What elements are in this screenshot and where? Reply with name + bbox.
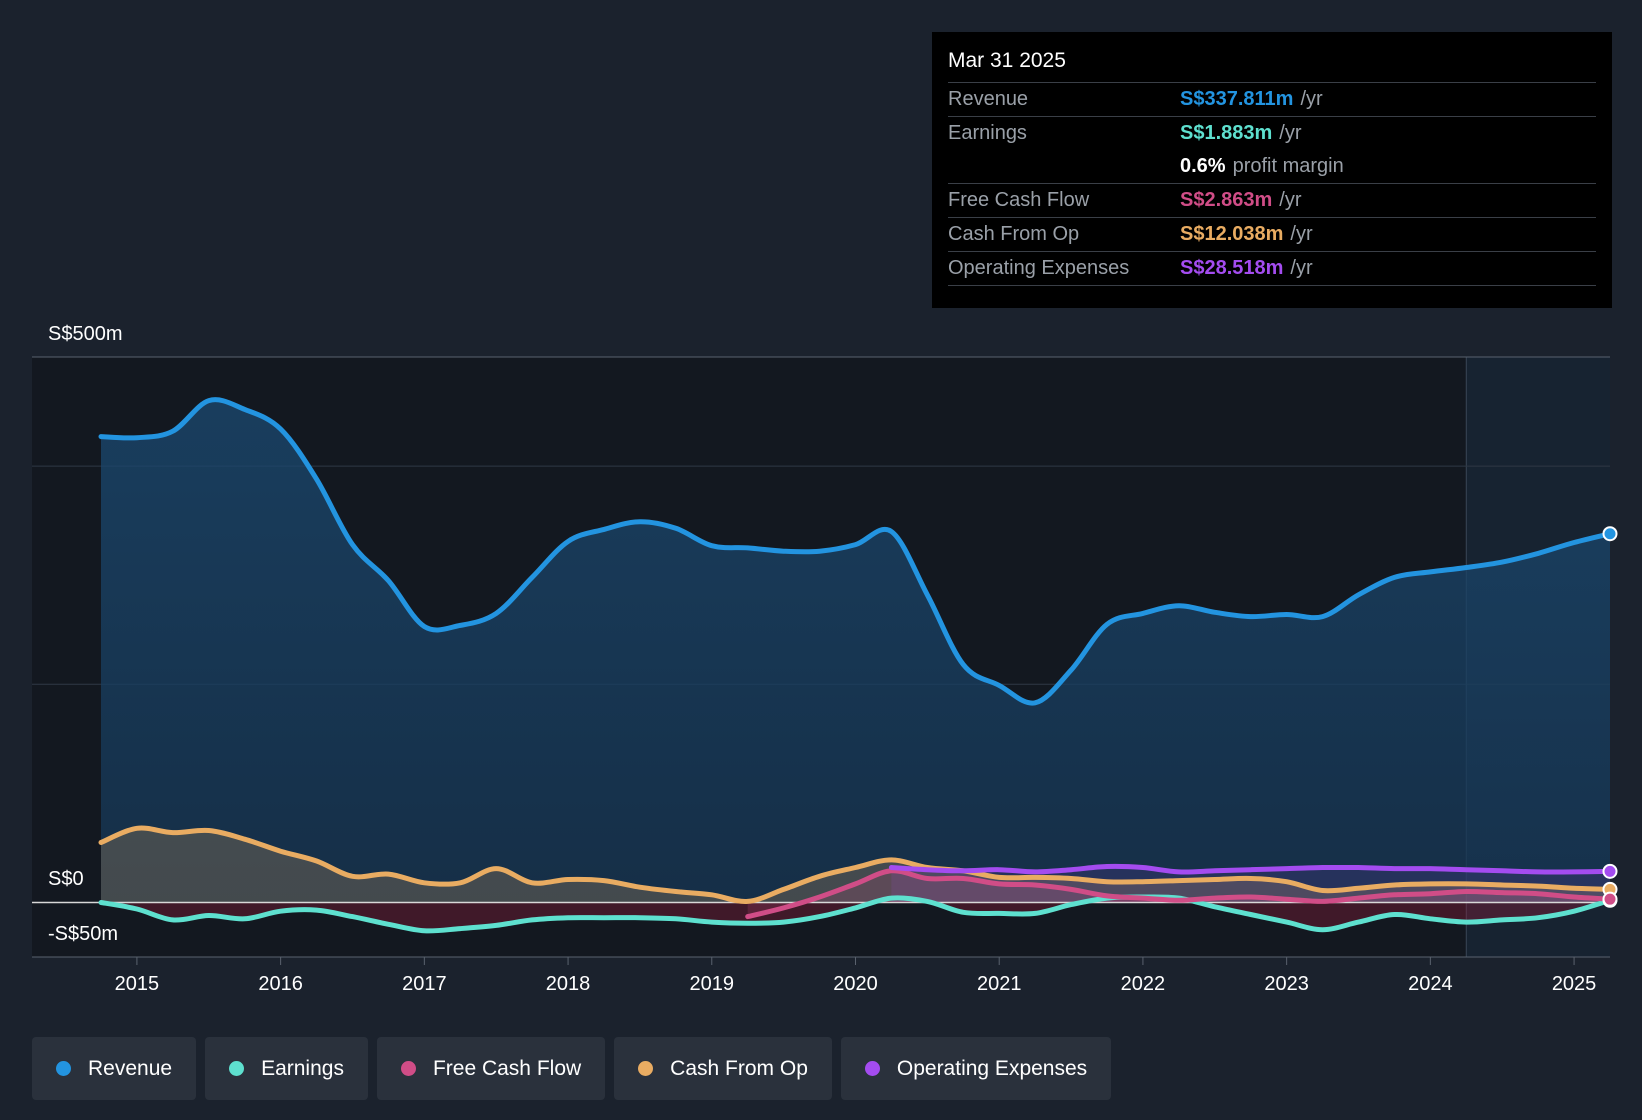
- legend-label: Earnings: [261, 1056, 344, 1080]
- tooltip-value: S$2.863m: [1180, 189, 1273, 211]
- x-tick-label: 2019: [690, 973, 735, 995]
- tooltip-row-earnings: Earnings S$1.883m /yr: [948, 116, 1596, 150]
- line-cash-from-op: [98, 825, 1613, 904]
- tooltip-unit: /yr: [1279, 189, 1302, 211]
- x-tick-label: 2023: [1264, 973, 1309, 995]
- line-earnings: [98, 894, 1613, 934]
- end-dot-free-cash-flow: [1602, 891, 1618, 907]
- series-lines: [98, 397, 1613, 934]
- legend-label: Cash From Op: [670, 1056, 808, 1080]
- area-cash-from-op: [101, 827, 1610, 903]
- tooltip-value: 0.6%: [1180, 155, 1226, 177]
- tooltip-row-revenue: Revenue S$337.811m /yr: [948, 82, 1596, 116]
- tooltip-label: Revenue: [948, 88, 1029, 110]
- tooltip-panel: Mar 31 2025 Revenue S$337.811m /yr Earni…: [932, 32, 1612, 308]
- x-tick-label: 2021: [977, 973, 1022, 995]
- x-tick-label: 2020: [833, 973, 878, 995]
- tooltip-row-profit-margin: 0.6% profit margin: [948, 150, 1596, 183]
- end-dot-operating-expenses: [1602, 863, 1618, 879]
- x-tick-label: 2024: [1408, 973, 1453, 995]
- tooltip-unit: /yr: [1290, 257, 1313, 279]
- tooltip-row-operating-expenses: Operating Expenses S$28.518m /yr: [948, 251, 1596, 286]
- tooltip-value: S$1.883m: [1180, 122, 1273, 144]
- legend-dot-icon: [638, 1061, 654, 1076]
- legend: Revenue Earnings Free Cash Flow Cash Fro…: [32, 1037, 1120, 1100]
- y-tick-bottom: -S$50m: [48, 923, 118, 945]
- x-tick-label: 2025: [1552, 973, 1597, 995]
- series-areas: [101, 399, 1610, 931]
- series-end-dots: [1602, 526, 1618, 908]
- y-tick-zero: S$0: [48, 868, 84, 890]
- legend-label: Revenue: [88, 1056, 173, 1080]
- x-tick-label: 2015: [115, 973, 160, 995]
- area-revenue: [101, 399, 1610, 903]
- tooltip-row-free-cash-flow: Free Cash Flow S$2.863m /yr: [948, 183, 1596, 217]
- x-axis-ticks: 2015 2016 2017 2018 2019 2020 2021 2022 2023 2024…: [115, 957, 1597, 995]
- tooltip-value: S$12.038m: [1180, 223, 1284, 245]
- line-revenue: [98, 397, 1613, 706]
- tooltip-unit: /yr: [1300, 88, 1323, 110]
- area-free-cash-flow: [747, 870, 1610, 917]
- x-tick-label: 2017: [402, 973, 447, 995]
- tooltip-label: Operating Expenses: [948, 257, 1130, 279]
- tooltip-label: Earnings: [948, 122, 1027, 144]
- end-dot-revenue: [1602, 526, 1618, 542]
- tooltip-label: Free Cash Flow: [948, 189, 1090, 211]
- legend-item-cash-from-op[interactable]: Cash From Op: [614, 1037, 832, 1100]
- tooltip-unit: /yr: [1290, 223, 1313, 245]
- legend-dot-icon: [56, 1061, 71, 1076]
- legend-dot-icon: [864, 1061, 880, 1076]
- tooltip-date: Mar 31 2025: [948, 49, 1066, 72]
- legend-item-free-cash-flow[interactable]: Free Cash Flow: [376, 1037, 606, 1100]
- tooltip-unit: profit margin: [1232, 155, 1344, 177]
- legend-item-revenue[interactable]: Revenue: [32, 1037, 197, 1100]
- tooltip-unit: /yr: [1279, 122, 1302, 144]
- legend-dot-icon: [400, 1061, 416, 1076]
- area-earnings: [101, 896, 1610, 931]
- legend-label: Free Cash Flow: [432, 1056, 582, 1080]
- line-operating-expenses: [888, 863, 1613, 875]
- x-tick-label: 2016: [258, 973, 303, 995]
- legend-item-earnings[interactable]: Earnings: [205, 1037, 368, 1100]
- tooltip-row-cash-from-op: Cash From Op S$12.038m /yr: [948, 217, 1596, 251]
- tooltip-value: S$28.518m: [1180, 257, 1284, 279]
- legend-dot-icon: [229, 1061, 245, 1076]
- x-tick-label: 2022: [1121, 973, 1166, 995]
- legend-item-operating-expenses[interactable]: Operating Expenses: [840, 1037, 1112, 1100]
- x-tick-label: 2018: [546, 973, 591, 995]
- legend-label: Operating Expenses: [896, 1056, 1088, 1080]
- tooltip-label: Cash From Op: [948, 223, 1080, 245]
- line-free-cash-flow: [745, 868, 1613, 920]
- tooltip-value: S$337.811m: [1180, 88, 1294, 110]
- y-tick-top: S$500m: [48, 323, 123, 345]
